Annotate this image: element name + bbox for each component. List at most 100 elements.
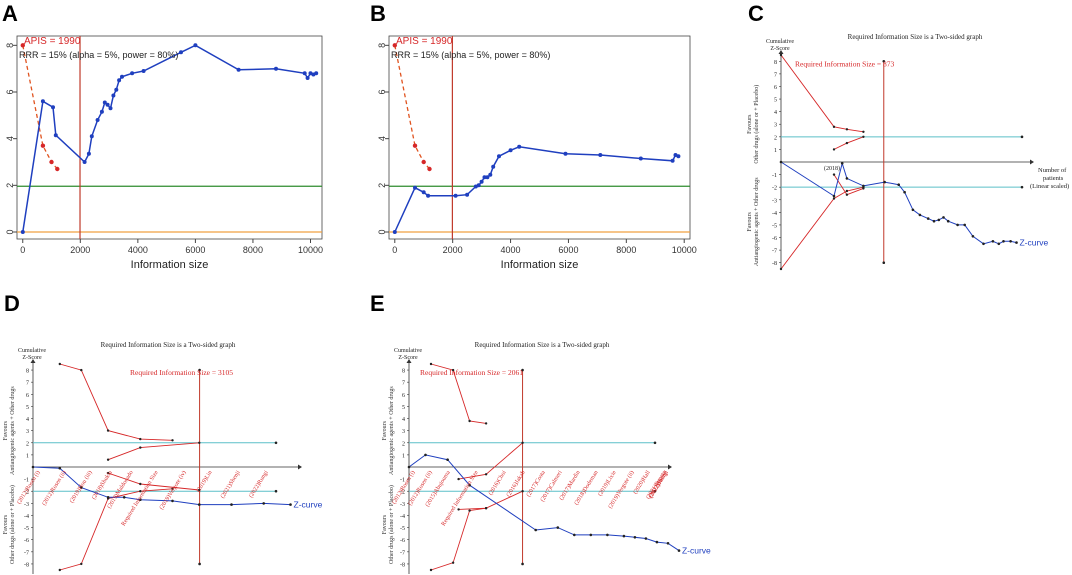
panel-c-z-point-23: [1015, 241, 1018, 244]
panel-a-z-point-0: [20, 230, 25, 234]
panel-letter-c: C: [748, 1, 764, 26]
panel-c-z-point-10: [926, 217, 930, 220]
panel-a-chart: 0 2 4 6 8 0 2000 4000 6000 8000 10000 Information s…: [5, 35, 323, 271]
panel-d-x-axis-arrow: [298, 464, 302, 470]
panel-a-xtick-label-3: 6000: [185, 245, 205, 255]
panel-d-lower-futility-point-2: [198, 488, 201, 492]
panel-d-ytick-label-14: -7: [24, 550, 29, 556]
panel-e-z-point-7: [589, 533, 593, 537]
panel-c-z-curve-label: Z-curve: [1019, 238, 1048, 248]
panel-d-favours-top-1: Favours: [3, 420, 9, 440]
panel-d-z-point-5: [139, 498, 142, 502]
panel-a-boundary-point-0: [20, 43, 25, 48]
panel-letter-a: A: [2, 1, 18, 26]
panel-c-ytick-label-6: 2: [774, 135, 777, 141]
panel-e-z-point-5: [556, 526, 560, 529]
panel-b-z-point-17: [598, 153, 603, 157]
panel-c-upper-efficacy-point-3: [862, 130, 865, 133]
panel-e-z-point-12: [655, 540, 659, 544]
panel-e-z-point-10: [633, 536, 637, 539]
panel-e-z-point-2: [446, 458, 449, 462]
panel-d-trial-label-8: (2021)Shenji: [219, 469, 242, 500]
panel-b-z-point-21: [676, 154, 681, 159]
panel-b-z-point-1: [413, 185, 417, 190]
panel-d-upper-futility: [107, 442, 200, 461]
panel-a-xtick-label-5: 10000: [298, 245, 323, 255]
panel-c-z-point-15: [956, 223, 959, 227]
panel-c-ytick-label-7: 1: [774, 148, 777, 154]
panel-c-y-axis-arrow: [778, 50, 784, 54]
panel-b-z-curve: [394, 146, 679, 233]
panel-d-ytick-label-3: 5: [26, 405, 29, 411]
panel-e-cyan-upper-end: [653, 441, 657, 445]
panel-e-upper-futility: [458, 442, 523, 480]
panel-e-favours-top-1: Favours: [382, 420, 388, 440]
panel-c-z-point-5: [883, 180, 886, 184]
panel-e-ytick-label-15: -8: [400, 562, 405, 568]
panel-c-z-point-6: [897, 183, 900, 186]
panel-d-ytick-label-8: -1: [24, 478, 29, 484]
panel-d-z-point-3: [106, 496, 110, 499]
panel-a-z-point-2: [51, 105, 55, 110]
panel-e-cyan-lower-end: [653, 489, 657, 493]
panel-e-ris-label: Required Information Size = 2061: [420, 368, 523, 377]
panel-d-ytick-label-12: -5: [24, 526, 29, 532]
panel-b-ris-label: APIS = 1990: [396, 36, 453, 47]
panel-c-cyan-lower-end: [1020, 185, 1024, 189]
panel-e-z-point-1: [424, 453, 427, 457]
panel-d-ylabel-top: Cumulative: [18, 348, 46, 354]
panel-c-trial-label: (2018): [824, 165, 840, 172]
panel-a-frame: [16, 35, 323, 240]
panel-e-favours-bottom-2: Other drugs (alone or + Placebo): [388, 485, 395, 564]
panel-d-ytick-label-2: 6: [26, 393, 29, 399]
panel-c-z-point-3: [845, 177, 849, 180]
panel-d-title: Required Information Size is a Two-sided…: [101, 341, 236, 349]
panel-a-z-point-15: [120, 74, 124, 79]
panel-d-y-axis-arrow: [30, 359, 36, 363]
panel-e-upper-futility-point-2: [521, 441, 524, 444]
panel-e-ytick-label-8: -1: [400, 478, 405, 484]
panel-d-lower-efficacy-point-0: [58, 568, 61, 572]
panel-b-xtick-label-0: 0: [392, 245, 397, 255]
panel-d-cyan-upper-end: [274, 441, 278, 445]
panel-a-boundary-point-3: [55, 166, 60, 172]
panel-c-title: Required Information Size is a Two-sided…: [848, 33, 983, 41]
panel-c-cyan-upper-end: [1020, 135, 1024, 139]
panel-a-z-point-8: [99, 109, 104, 114]
panel-d-z-point-4: [122, 496, 126, 499]
panel-d-ytick-label-15: -8: [24, 562, 29, 568]
panel-b-xtick-label-5: 10000: [672, 245, 697, 255]
panel-c-lower-efficacy-point-0: [779, 267, 783, 271]
panel-d-trial-label-1: (2012)Rosen (ii): [41, 469, 68, 506]
panel-c-favours-top-2: Other drugs (alone or + Placebo): [753, 85, 760, 164]
panel-c-ytick-label-1: 7: [774, 72, 777, 78]
panel-a-z-point-11: [108, 106, 113, 111]
panel-c-lower-futility-point-2: [862, 187, 865, 190]
panel-c-ytick-label-8: -1: [772, 173, 777, 179]
panel-d-z-point-2: [80, 486, 83, 489]
panel-e-x-axis-arrow: [668, 464, 672, 470]
panel-a-ytick-label-2: 4: [5, 136, 15, 141]
panel-d-z-point-6: [171, 499, 174, 503]
panel-a-z-point-12: [111, 93, 116, 98]
panel-a-monitoring-boundary: [22, 45, 58, 170]
panel-c-upper-futility-point-2: [862, 135, 865, 138]
panel-d-ytick-label-7: 1: [26, 453, 29, 459]
panel-c-favours-bottom-2: Antiangiogenic agents + Other drugs: [754, 177, 760, 266]
panel-e-z-point-0: [407, 465, 411, 469]
panel-e-lower-efficacy-point-2: [468, 509, 471, 512]
panel-b-z-point-5: [465, 192, 470, 197]
panel-d-upper-futility-point-2: [198, 441, 201, 444]
panel-b-z-point-15: [517, 144, 522, 149]
panel-e-title: Required Information Size is a Two-sided…: [475, 341, 610, 349]
panel-b-z-point-12: [491, 164, 496, 169]
panel-a-ytick-label-0: 0: [5, 229, 15, 234]
panel-c-z-point-12: [937, 218, 941, 222]
panel-c-favours-bottom-1: Favours: [747, 211, 753, 231]
panel-e-ytick-label-13: -6: [400, 538, 405, 544]
panel-c-ytick-label-0: 8: [774, 60, 777, 66]
panel-b-monitoring-boundary: [394, 45, 431, 170]
panel-d-trial-label-9: (2022)Rungi: [248, 469, 270, 499]
panel-e-ytick-label-10: -3: [400, 502, 405, 508]
